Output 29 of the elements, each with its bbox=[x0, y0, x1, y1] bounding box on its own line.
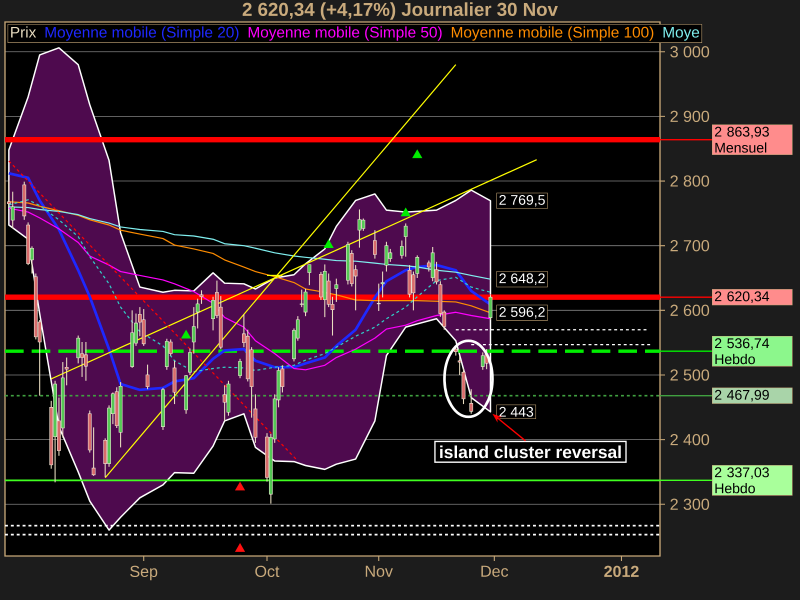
x-tick-label: Sep bbox=[130, 566, 158, 580]
ref-line-label: 2 467,99 bbox=[714, 390, 769, 402]
text: Moye bbox=[664, 26, 700, 41]
ref-line-label: 2 337,03 Hebdo bbox=[714, 467, 769, 494]
text: Moyenne mobile (Simple 20) bbox=[46, 26, 238, 41]
y-tick-label: 2 800 bbox=[670, 175, 710, 187]
x-tick-label: Dec bbox=[481, 566, 508, 577]
chart-title: 2 620,34 (+4,17%) Journalier 30 Nov bbox=[242, 2, 558, 20]
text: Prix bbox=[11, 26, 36, 38]
y-tick-label: 2 300 bbox=[670, 498, 710, 510]
annotation: island cluster reversal bbox=[440, 445, 621, 458]
x-tick-label: Oct bbox=[255, 566, 280, 578]
x-tick-label: Nov bbox=[366, 566, 393, 577]
y-tick-label: 2 500 bbox=[670, 369, 710, 381]
ref-line-label: 2 536,74 Hebdo bbox=[714, 338, 770, 364]
annotation: 2 596,2 bbox=[499, 307, 545, 319]
y-tick-label: 2 400 bbox=[670, 434, 710, 446]
y-tick-label: 2 700 bbox=[670, 240, 710, 252]
y-tick-label: 2 600 bbox=[670, 304, 710, 316]
y-tick-label: 3 000 bbox=[670, 46, 710, 58]
annotation: 2 648,2 bbox=[499, 273, 545, 285]
ref-line-label: 2 863,93 Mensuel bbox=[714, 126, 769, 153]
text: Moyenne mobile (Simple 50) bbox=[248, 26, 442, 41]
y-tick-label: 2 900 bbox=[670, 110, 710, 122]
ref-line-label: 2 620,34 bbox=[714, 291, 770, 303]
x-tick-label: 2012 bbox=[604, 566, 639, 578]
annotation: 2 769,5 bbox=[499, 194, 545, 207]
text: Moyenne mobile (Simple 100) bbox=[452, 26, 654, 41]
annotation: 2 443 bbox=[499, 406, 534, 417]
